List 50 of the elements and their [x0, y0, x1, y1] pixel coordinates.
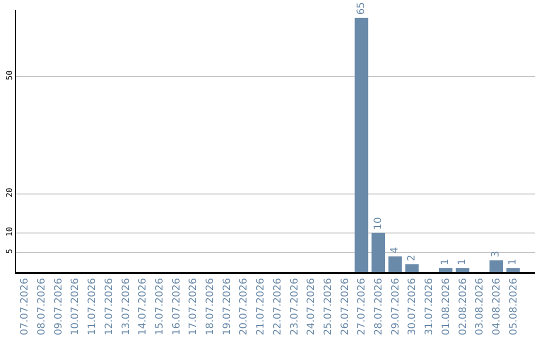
- x-tick-label: 10.07.2026: [70, 278, 82, 336]
- data-label: 3: [490, 250, 502, 258]
- bar: [388, 256, 402, 272]
- x-tick-label: 01.08.2026: [440, 278, 452, 336]
- data-label: 65: [356, 2, 367, 15]
- x-tick-label: 23.07.2026: [289, 278, 300, 336]
- x-tick-label: 09.07.2026: [53, 278, 64, 336]
- data-label: 1: [457, 258, 468, 266]
- x-tick-label: 05.08.2026: [508, 278, 520, 336]
- x-tick-label: 20.07.2026: [238, 278, 250, 336]
- x-tick-label: 28.07.2026: [374, 278, 385, 336]
- bar: [438, 268, 452, 272]
- x-tick-label: 21.07.2026: [256, 278, 267, 336]
- y-tick-label: 20: [4, 188, 14, 198]
- bar: [456, 268, 470, 272]
- y-tick-label: 5: [4, 248, 14, 254]
- x-tick-label: 22.07.2026: [272, 278, 284, 336]
- x-tick-label: 17.07.2026: [188, 278, 200, 336]
- bar: [354, 18, 368, 272]
- x-tick-label: 19.07.2026: [222, 278, 233, 336]
- x-tick-label: 08.07.2026: [36, 278, 48, 336]
- x-tick-label: 04.08.2026: [491, 278, 502, 336]
- x-tick-label: 24.07.2026: [306, 278, 318, 336]
- x-tick-label: 14.07.2026: [138, 278, 149, 336]
- x-tick-label: 13.07.2026: [120, 278, 132, 336]
- x-tick-label: 27.07.2026: [356, 278, 368, 336]
- x-tick-label: 29.07.2026: [390, 278, 402, 336]
- bar: [372, 232, 386, 272]
- y-tick-label: 10: [4, 226, 14, 237]
- x-tick-label: 26.07.2026: [340, 278, 351, 336]
- data-label: 2: [406, 254, 418, 262]
- x-tick-label: 03.08.2026: [474, 278, 486, 336]
- x-tick-label: 30.07.2026: [407, 278, 418, 336]
- bar: [405, 264, 419, 272]
- x-tick-label: 16.07.2026: [171, 278, 182, 336]
- data-label: 1: [440, 258, 452, 266]
- y-tick-label: 50: [4, 70, 14, 80]
- bar: [490, 260, 503, 272]
- x-tick-label: 15.07.2026: [154, 278, 166, 336]
- x-tick-label: 12.07.2026: [104, 278, 115, 336]
- data-label: 10: [372, 217, 384, 230]
- data-label: 1: [508, 258, 519, 266]
- data-label: 4: [390, 246, 401, 254]
- x-tick-label: 31.07.2026: [424, 278, 436, 336]
- x-tick-label: 18.07.2026: [205, 278, 216, 336]
- x-tick-label: 25.07.2026: [322, 278, 334, 336]
- x-tick-label: 11.07.2026: [87, 278, 98, 336]
- bar: [506, 268, 520, 272]
- x-tick-label: 07.07.2026: [20, 278, 31, 336]
- x-tick-label: 02.08.2026: [458, 278, 469, 336]
